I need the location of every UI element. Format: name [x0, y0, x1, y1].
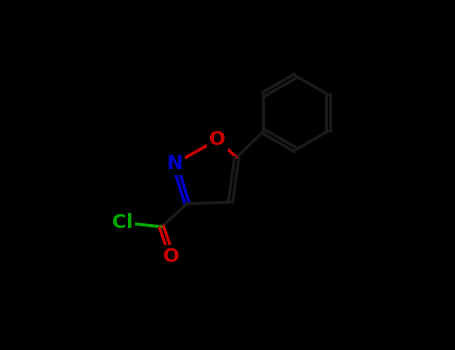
Text: O: O [209, 130, 226, 149]
Text: N: N [167, 154, 183, 173]
Text: O: O [163, 246, 180, 266]
Text: Cl: Cl [112, 213, 133, 232]
